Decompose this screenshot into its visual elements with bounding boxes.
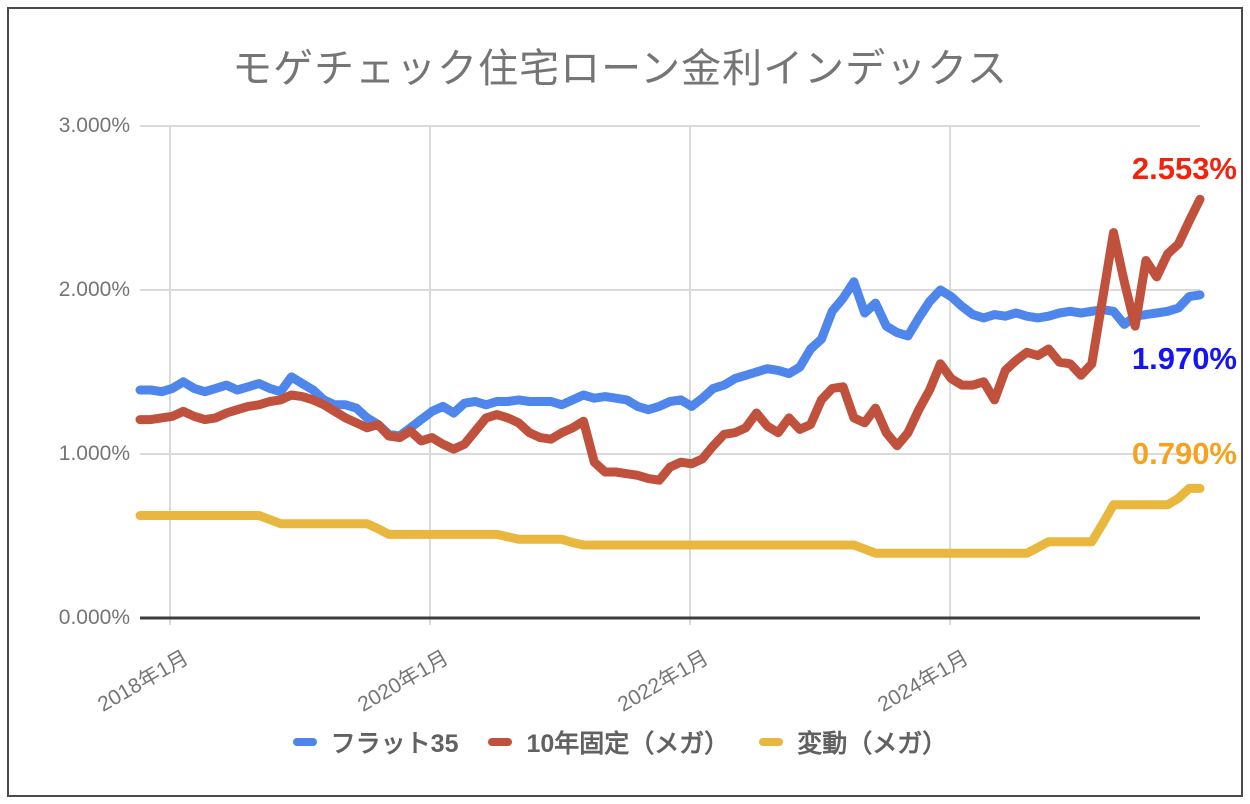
y-tick-label-1: 1.000% bbox=[58, 442, 130, 465]
legend-label: フラット35 bbox=[330, 730, 459, 758]
series-line-0 bbox=[135, 277, 1205, 441]
legend-item-flat35: フラット35 bbox=[292, 724, 459, 760]
end-value-label-variable: 0.790% bbox=[1131, 436, 1237, 471]
legend-dash-icon bbox=[488, 738, 513, 746]
legend-label: 10年固定（メガ） bbox=[526, 730, 730, 758]
y-tick-label-0: 0.000% bbox=[58, 606, 130, 629]
end-value-label-flat35: 1.970% bbox=[1131, 341, 1237, 376]
legend-item-10y-fixed: 10年固定（メガ） bbox=[488, 724, 729, 760]
chart-title: モゲチェック住宅ローン金利インデックス bbox=[232, 47, 1008, 91]
end-value-label-10y-fixed: 2.553% bbox=[1131, 151, 1237, 186]
legend-dash-icon bbox=[292, 738, 317, 746]
legend-label: 変動（メガ） bbox=[797, 730, 948, 758]
series-line-1 bbox=[135, 194, 1205, 485]
chart-legend: フラット35 10年固定（メガ） 変動（メガ） bbox=[0, 724, 1240, 760]
y-tick-label-3: 3.000% bbox=[58, 114, 130, 137]
legend-item-variable: 変動（メガ） bbox=[759, 724, 947, 760]
y-tick-label-2: 2.000% bbox=[58, 278, 130, 301]
series-line-2 bbox=[135, 483, 1205, 558]
legend-dash-icon bbox=[759, 738, 784, 746]
